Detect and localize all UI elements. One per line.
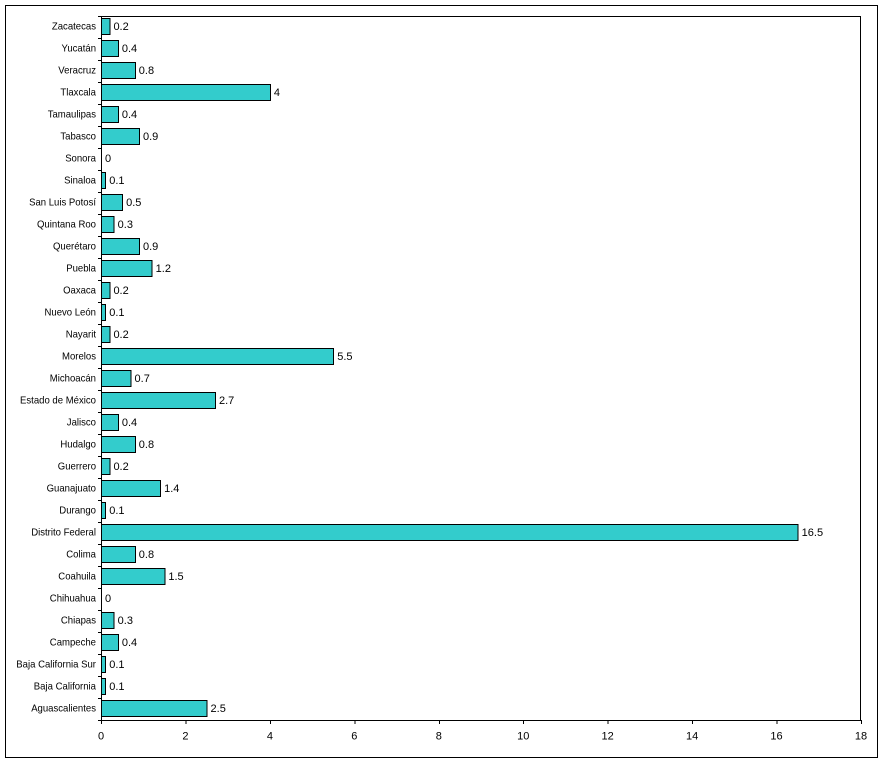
svg-text:Colima: Colima — [66, 549, 96, 561]
svg-text:Morelos: Morelos — [62, 351, 96, 363]
svg-text:Estado de México: Estado de México — [20, 395, 96, 407]
svg-text:1.4: 1.4 — [164, 483, 179, 495]
svg-text:0.9: 0.9 — [143, 131, 158, 143]
svg-text:Coahuila: Coahuila — [58, 571, 96, 583]
svg-text:0: 0 — [105, 153, 111, 165]
svg-text:0.8: 0.8 — [139, 65, 154, 77]
svg-text:Zacatecas: Zacatecas — [52, 21, 96, 33]
svg-text:Tabasco: Tabasco — [60, 131, 96, 143]
svg-text:Querétaro: Querétaro — [53, 241, 96, 253]
svg-text:0.2: 0.2 — [113, 285, 128, 297]
svg-text:Jalisco: Jalisco — [67, 417, 96, 429]
svg-text:Yucatán: Yucatán — [62, 43, 97, 55]
svg-text:0.8: 0.8 — [139, 549, 154, 561]
svg-text:Aguascalientes: Aguascalientes — [31, 703, 96, 715]
svg-text:4: 4 — [267, 731, 273, 743]
svg-text:18: 18 — [855, 731, 867, 743]
svg-text:Nayarit: Nayarit — [66, 329, 96, 341]
svg-text:2.7: 2.7 — [219, 395, 234, 407]
svg-text:1.5: 1.5 — [168, 571, 183, 583]
svg-text:Distrito Federal: Distrito Federal — [31, 527, 96, 539]
svg-text:San Luis Potosí: San Luis Potosí — [29, 197, 96, 209]
svg-text:Tlaxcala: Tlaxcala — [60, 87, 96, 99]
svg-text:Tamaulipas: Tamaulipas — [48, 109, 96, 121]
svg-text:0.1: 0.1 — [109, 307, 124, 319]
svg-text:0.3: 0.3 — [118, 615, 133, 627]
svg-text:0.1: 0.1 — [109, 175, 124, 187]
svg-text:0.2: 0.2 — [113, 329, 128, 341]
svg-text:0.2: 0.2 — [113, 21, 128, 33]
svg-text:Chiapas: Chiapas — [61, 615, 96, 627]
svg-text:0: 0 — [105, 593, 111, 605]
svg-text:16: 16 — [770, 731, 782, 743]
svg-text:10: 10 — [517, 731, 529, 743]
svg-text:Oaxaca: Oaxaca — [63, 285, 96, 297]
svg-text:Chihuahua: Chihuahua — [50, 593, 96, 605]
svg-text:Quintana Roo: Quintana Roo — [37, 219, 96, 231]
svg-text:Baja California Sur: Baja California Sur — [16, 659, 96, 671]
svg-text:0.1: 0.1 — [109, 681, 124, 693]
svg-text:0.2: 0.2 — [113, 461, 128, 473]
svg-text:2: 2 — [182, 731, 188, 743]
svg-text:0: 0 — [98, 731, 104, 743]
svg-text:Durango: Durango — [59, 505, 96, 517]
svg-text:Guerrero: Guerrero — [58, 461, 96, 473]
svg-text:1.2: 1.2 — [156, 263, 171, 275]
svg-text:Puebla: Puebla — [66, 263, 96, 275]
svg-text:Nuevo León: Nuevo León — [45, 307, 97, 319]
svg-text:2.5: 2.5 — [211, 703, 226, 715]
svg-text:Sinaloa: Sinaloa — [64, 175, 96, 187]
svg-text:Veracruz: Veracruz — [58, 65, 96, 77]
svg-text:6: 6 — [351, 731, 357, 743]
svg-text:5.5: 5.5 — [337, 351, 352, 363]
svg-text:0.8: 0.8 — [139, 439, 154, 451]
svg-text:Michoacán: Michoacán — [50, 373, 96, 385]
svg-text:0.4: 0.4 — [122, 43, 137, 55]
svg-text:16.5: 16.5 — [802, 527, 823, 539]
svg-text:14: 14 — [686, 731, 698, 743]
svg-text:0.1: 0.1 — [109, 505, 124, 517]
svg-text:0.4: 0.4 — [122, 637, 137, 649]
svg-text:Hudalgo: Hudalgo — [60, 439, 96, 451]
svg-text:Guanajuato: Guanajuato — [47, 483, 97, 495]
svg-text:Baja California: Baja California — [34, 681, 96, 693]
svg-text:Sonora: Sonora — [65, 153, 96, 165]
svg-text:0.4: 0.4 — [122, 417, 137, 429]
svg-text:0.5: 0.5 — [126, 197, 141, 209]
svg-text:0.9: 0.9 — [143, 241, 158, 253]
svg-text:0.7: 0.7 — [135, 373, 150, 385]
svg-text:Campeche: Campeche — [50, 637, 96, 649]
svg-text:0.4: 0.4 — [122, 109, 137, 121]
svg-text:12: 12 — [602, 731, 614, 743]
svg-text:8: 8 — [436, 731, 442, 743]
svg-text:0.3: 0.3 — [118, 219, 133, 231]
svg-text:4: 4 — [274, 87, 280, 99]
svg-text:0.1: 0.1 — [109, 659, 124, 671]
